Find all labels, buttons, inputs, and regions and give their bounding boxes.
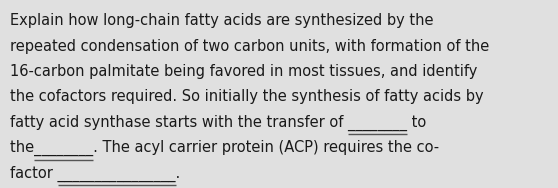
Text: the cofactors required. So initially the synthesis of fatty acids by: the cofactors required. So initially the… [10, 89, 484, 104]
Text: fatty acid synthase starts with the transfer of ________ to: fatty acid synthase starts with the tran… [10, 115, 426, 131]
Text: 16-carbon palmitate being favored in most tissues, and identify: 16-carbon palmitate being favored in mos… [10, 64, 478, 79]
Text: the________. The acyl carrier protein (ACP) requires the co-: the________. The acyl carrier protein (A… [10, 140, 439, 156]
Text: factor ________________.: factor ________________. [10, 165, 180, 182]
Text: Explain how long-chain fatty acids are synthesized by the: Explain how long-chain fatty acids are s… [10, 13, 434, 28]
Text: repeated condensation of two carbon units, with formation of the: repeated condensation of two carbon unit… [10, 39, 489, 54]
